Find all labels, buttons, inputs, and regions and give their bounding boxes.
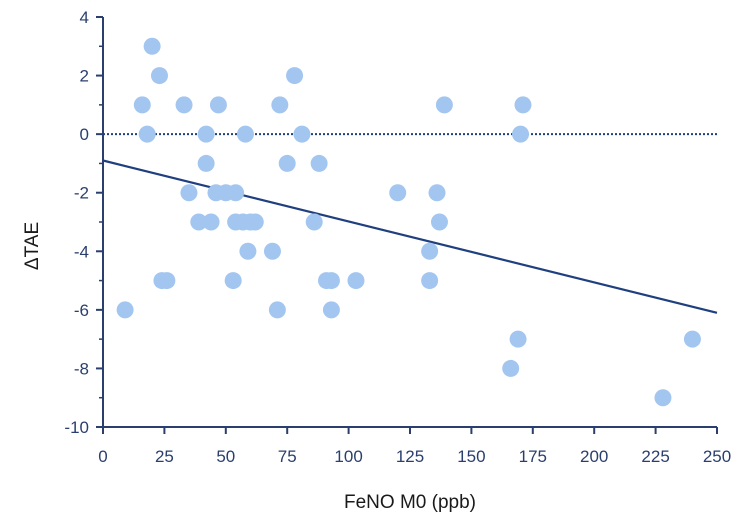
x-tick-label: 50 xyxy=(216,447,235,466)
data-point xyxy=(347,272,365,290)
data-point xyxy=(236,125,254,143)
y-tick-label: 4 xyxy=(80,8,89,27)
y-tick-label: -6 xyxy=(74,301,89,320)
data-point xyxy=(509,330,527,348)
data-point xyxy=(246,213,264,231)
x-tick-label: 200 xyxy=(580,447,608,466)
x-tick-label: 250 xyxy=(703,447,731,466)
y-tick-label: -10 xyxy=(64,418,89,437)
data-point xyxy=(435,96,453,114)
data-point xyxy=(322,272,340,290)
data-points-layer xyxy=(116,37,701,407)
data-point xyxy=(268,301,286,319)
data-point xyxy=(286,67,304,85)
trend-line-layer xyxy=(102,159,718,314)
x-tick-label: 100 xyxy=(334,447,362,466)
data-point xyxy=(293,125,311,143)
data-point xyxy=(428,184,446,202)
x-tick-label: 150 xyxy=(457,447,485,466)
data-point xyxy=(150,67,168,85)
y-tick-label: 0 xyxy=(80,125,89,144)
x-tick-label: 225 xyxy=(641,447,669,466)
data-point xyxy=(263,242,281,260)
y-tick-label: -4 xyxy=(74,242,89,261)
data-point xyxy=(202,213,220,231)
data-point xyxy=(278,154,296,172)
data-point xyxy=(322,301,340,319)
data-point xyxy=(227,184,245,202)
x-tick-label: 175 xyxy=(519,447,547,466)
data-point xyxy=(133,96,151,114)
data-point xyxy=(430,213,448,231)
data-point xyxy=(224,272,242,290)
data-point xyxy=(271,96,289,114)
data-point xyxy=(512,125,530,143)
data-point xyxy=(389,184,407,202)
tick-labels: 4 2 0 -2 -4 -6 -8 -10 0 25 50 75 100 125 150 175 200 225 2… xyxy=(64,8,731,466)
data-point xyxy=(239,242,257,260)
data-point xyxy=(158,272,176,290)
y-tick-label: -8 xyxy=(74,359,89,378)
data-point xyxy=(180,184,198,202)
data-point xyxy=(116,301,134,319)
data-point xyxy=(190,213,208,231)
x-tick-label: 75 xyxy=(278,447,297,466)
data-point xyxy=(310,154,328,172)
y-tick-label: 2 xyxy=(80,67,89,86)
x-tick-label: 125 xyxy=(396,447,424,466)
data-point xyxy=(197,125,215,143)
data-point xyxy=(683,330,701,348)
trend-line xyxy=(102,159,718,314)
data-point xyxy=(175,96,193,114)
data-point xyxy=(421,272,439,290)
y-tick-label: -2 xyxy=(74,184,89,203)
data-point xyxy=(197,154,215,172)
data-point xyxy=(305,213,323,231)
data-point xyxy=(143,37,161,55)
x-tick-label: 25 xyxy=(155,447,174,466)
x-axis-title: FeNO M0 (ppb) xyxy=(344,492,476,513)
data-point xyxy=(421,242,439,260)
axes xyxy=(96,16,718,434)
x-tick-label: 0 xyxy=(98,447,107,466)
data-point xyxy=(502,359,520,377)
data-point xyxy=(209,96,227,114)
data-point xyxy=(654,389,672,407)
y-axis-title: ΔTAE xyxy=(22,222,43,270)
data-point xyxy=(138,125,156,143)
data-point xyxy=(514,96,532,114)
